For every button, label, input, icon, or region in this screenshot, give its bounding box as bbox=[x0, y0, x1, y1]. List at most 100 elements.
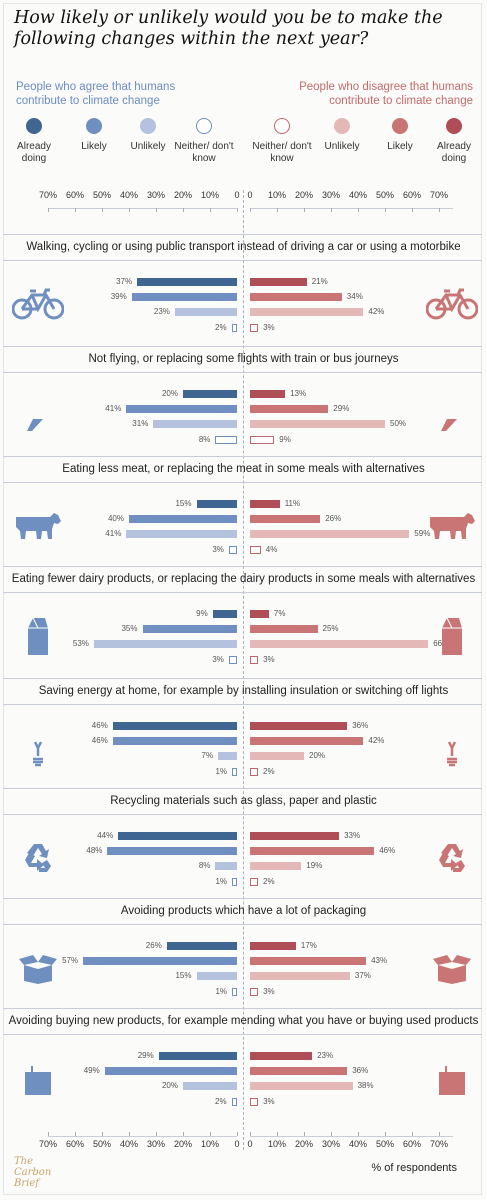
agree-group-label: People who agree that humans contribute … bbox=[16, 81, 176, 107]
agree-bar bbox=[129, 515, 237, 523]
axis-tick bbox=[250, 1132, 251, 1136]
disagree-value-label: 42% bbox=[368, 736, 385, 745]
axis-tick-label: 10% bbox=[200, 1139, 220, 1149]
agree-value-label: 15% bbox=[175, 971, 192, 980]
agree-bar bbox=[158, 1052, 237, 1060]
disagree-bar bbox=[250, 546, 261, 554]
legend-label: Unlikely bbox=[324, 141, 360, 152]
agree-bar bbox=[228, 546, 237, 554]
lightbulb-icon bbox=[438, 728, 466, 773]
section-separator bbox=[3, 456, 482, 457]
legend-label: Already doing bbox=[437, 141, 471, 164]
legend-swatch bbox=[392, 118, 408, 134]
disagree-value-label: 21% bbox=[311, 277, 328, 286]
axis-tick-label: 30% bbox=[321, 1139, 341, 1149]
axis-tick bbox=[304, 1132, 305, 1136]
agree-value-label: 31% bbox=[132, 419, 149, 428]
axis-tick-label: 10% bbox=[267, 1139, 287, 1149]
shopping-bag-icon bbox=[437, 1060, 467, 1101]
agree-bar bbox=[196, 972, 237, 980]
axis-tick bbox=[412, 1132, 413, 1136]
legend-item: Already doing bbox=[424, 118, 484, 165]
agree-bar bbox=[137, 278, 237, 286]
agree-bar bbox=[196, 500, 237, 508]
axis-tick bbox=[304, 208, 305, 212]
disagree-bar bbox=[250, 1098, 259, 1106]
disagree-bar bbox=[250, 847, 375, 855]
axis-tick bbox=[331, 1132, 332, 1136]
agree-value-label: 53% bbox=[72, 639, 89, 648]
disagree-value-label: 7% bbox=[273, 609, 286, 618]
disagree-value-label: 50% bbox=[390, 419, 407, 428]
axis-tick-label: 10% bbox=[267, 190, 287, 200]
axis-tick bbox=[237, 1132, 238, 1136]
agree-bar bbox=[174, 308, 237, 316]
axis-tick-label: 60% bbox=[402, 1139, 422, 1149]
axis-tick bbox=[156, 208, 157, 212]
axis-tick bbox=[385, 1132, 386, 1136]
disagree-bar bbox=[250, 832, 340, 840]
axis-tick bbox=[439, 1132, 440, 1136]
axis-tick bbox=[412, 208, 413, 212]
agree-bar bbox=[232, 988, 237, 996]
bicycle-icon bbox=[11, 287, 65, 326]
disagree-value-label: 34% bbox=[346, 292, 363, 301]
agree-value-label: 49% bbox=[83, 1066, 100, 1075]
axis-tick-label: 70% bbox=[38, 1139, 58, 1149]
disagree-value-label: 9% bbox=[279, 435, 291, 444]
disagree-bar bbox=[250, 656, 259, 664]
agree-bar bbox=[231, 324, 237, 332]
section-separator bbox=[3, 924, 482, 925]
section-separator bbox=[3, 1034, 482, 1035]
box-icon bbox=[18, 951, 58, 990]
agree-value-label: 44% bbox=[97, 831, 114, 840]
disagree-bar bbox=[250, 1082, 353, 1090]
agree-value-label: 26% bbox=[145, 941, 162, 950]
chart-title: How likely or unlikely would you be to m… bbox=[14, 8, 443, 49]
box-icon bbox=[432, 951, 472, 990]
disagree-bar bbox=[250, 722, 348, 730]
section-separator bbox=[3, 1008, 482, 1009]
center-divider bbox=[243, 190, 244, 1150]
agree-bar bbox=[118, 832, 237, 840]
axis-tick bbox=[156, 1132, 157, 1136]
disagree-value-label: 46% bbox=[379, 846, 396, 855]
section-separator bbox=[3, 346, 482, 347]
disagree-bar bbox=[250, 988, 259, 996]
disagree-bar bbox=[250, 752, 304, 760]
axis-tick-label: 0 bbox=[234, 1139, 240, 1149]
recycle-icon bbox=[21, 842, 55, 879]
agree-bar bbox=[232, 878, 237, 886]
agree-bar bbox=[126, 405, 237, 413]
disagree-bar bbox=[250, 862, 302, 870]
axis-line bbox=[48, 1136, 237, 1137]
agree-bar bbox=[112, 722, 237, 730]
axis-tick-label: 0 bbox=[234, 190, 240, 200]
axis-tick bbox=[237, 208, 238, 212]
disagree-bar bbox=[250, 640, 429, 648]
section-title: Walking, cycling or using public transpo… bbox=[26, 241, 461, 253]
axis-tick bbox=[277, 208, 278, 212]
section-title: Not flying, or replacing some flights wi… bbox=[88, 353, 399, 365]
disagree-bar bbox=[250, 957, 367, 965]
section-separator bbox=[3, 482, 482, 483]
disagree-bar bbox=[250, 278, 307, 286]
disagree-value-label: 19% bbox=[306, 861, 323, 870]
legend-item: Likely bbox=[370, 118, 430, 153]
section-separator bbox=[3, 566, 482, 567]
agree-bar bbox=[131, 293, 237, 301]
axis-tick bbox=[183, 208, 184, 212]
chart-frame bbox=[3, 3, 482, 1195]
axis-tick bbox=[277, 1132, 278, 1136]
legend-label: Neither/ don't know bbox=[174, 141, 234, 164]
axis-tick-label: 20% bbox=[294, 1139, 314, 1149]
airplane-icon bbox=[19, 399, 57, 438]
recycle-icon bbox=[435, 842, 469, 879]
agree-bar bbox=[112, 737, 237, 745]
axis-tick-label: 40% bbox=[119, 1139, 139, 1149]
axis-bottom: 70% 60% 50% 40% 30% 20% 10% 0 0 10% 20% 30% 40% 50% 60… bbox=[0, 1120, 487, 1150]
disagree-bar bbox=[250, 625, 318, 633]
agree-value-label: 15% bbox=[175, 499, 192, 508]
disagree-bar bbox=[250, 308, 364, 316]
legend-label: Already doing bbox=[17, 141, 51, 164]
